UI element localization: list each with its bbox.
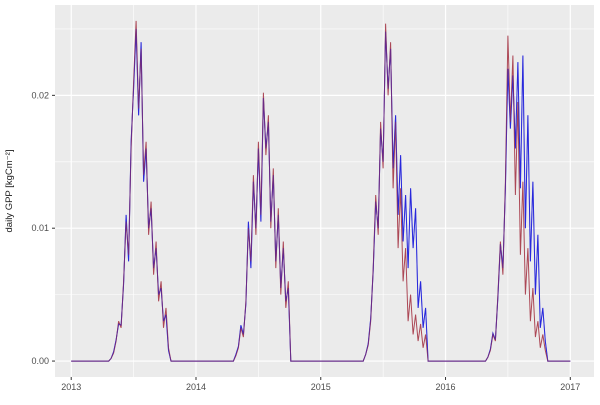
x-tick-label: 2014 [186,382,206,392]
x-tick-label: 2013 [61,382,81,392]
y-tick-label: 0.02 [31,90,49,100]
series-line-blue-overlay [71,28,571,362]
x-tick-label: 2015 [311,382,331,392]
y-tick-label: 0.01 [31,223,49,233]
x-tick-label: 2017 [560,382,580,392]
y-axis-title: daily GPP [kgCm⁻²] [4,150,15,233]
x-tick-label: 2016 [436,382,456,392]
chart-panel [55,5,594,377]
y-tick-label: 0.00 [31,356,49,366]
series-line-red [71,20,571,362]
